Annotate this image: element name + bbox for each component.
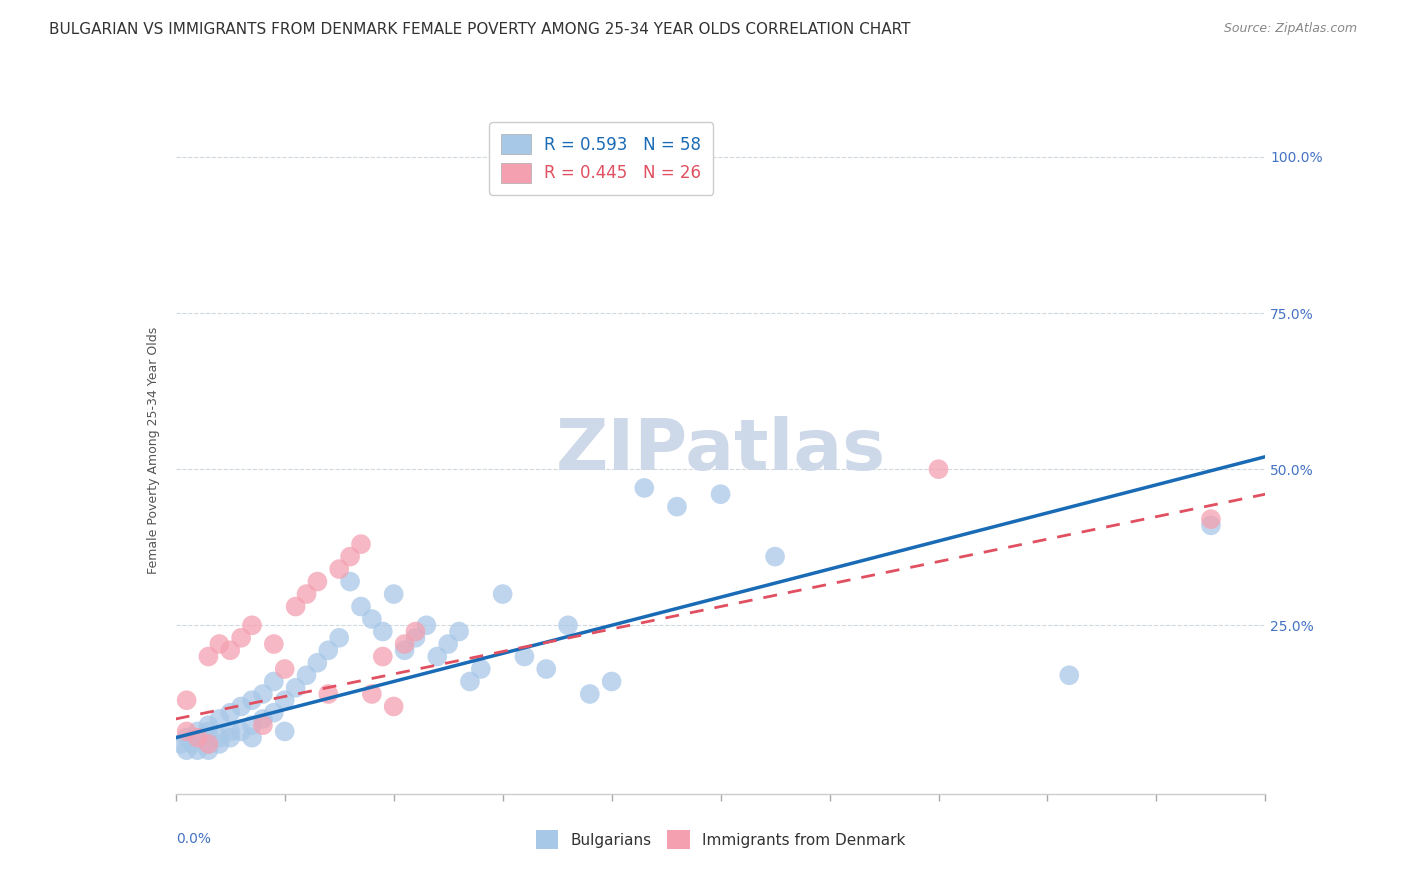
Point [186, 743, 209, 757]
Point [307, 656, 329, 670]
Point [666, 500, 689, 514]
Point [415, 618, 437, 632]
Point [360, 612, 382, 626]
Point [360, 687, 382, 701]
Point [633, 481, 655, 495]
Point [579, 687, 602, 701]
Point [208, 737, 231, 751]
Point [252, 712, 274, 726]
Point [382, 699, 405, 714]
Point [928, 462, 950, 476]
Point [426, 649, 449, 664]
Point [208, 712, 231, 726]
Point [240, 718, 263, 732]
Point [197, 718, 219, 732]
Point [240, 618, 263, 632]
Point [382, 587, 405, 601]
Point [197, 743, 219, 757]
Point [181, 737, 204, 751]
Point [1057, 668, 1080, 682]
Point [405, 631, 427, 645]
Point [176, 724, 198, 739]
Legend: Bulgarians, Immigrants from Denmark: Bulgarians, Immigrants from Denmark [530, 824, 911, 855]
Point [513, 649, 536, 664]
Point [458, 674, 481, 689]
Text: ZIPatlas: ZIPatlas [555, 416, 886, 485]
Point [176, 731, 198, 745]
Point [231, 724, 253, 739]
Point [176, 743, 198, 757]
Point [534, 662, 557, 676]
Point [176, 693, 198, 707]
Point [1199, 512, 1222, 526]
Point [197, 737, 219, 751]
Point [219, 731, 242, 745]
Point [350, 537, 373, 551]
Text: Source: ZipAtlas.com: Source: ZipAtlas.com [1223, 22, 1357, 36]
Point [208, 637, 231, 651]
Point [263, 637, 285, 651]
Point [240, 731, 263, 745]
Point [447, 624, 470, 639]
Point [219, 706, 242, 720]
Point [252, 718, 274, 732]
Point [339, 549, 361, 564]
Point [350, 599, 373, 614]
Point [197, 737, 219, 751]
Point [371, 624, 394, 639]
Point [284, 681, 307, 695]
Point [318, 687, 340, 701]
Point [274, 724, 297, 739]
Point [186, 731, 209, 745]
Point [208, 731, 231, 745]
Point [763, 549, 786, 564]
Point [252, 687, 274, 701]
Point [186, 724, 209, 739]
Text: BULGARIAN VS IMMIGRANTS FROM DENMARK FEMALE POVERTY AMONG 25-34 YEAR OLDS CORREL: BULGARIAN VS IMMIGRANTS FROM DENMARK FEM… [49, 22, 911, 37]
Point [371, 649, 394, 664]
Point [197, 649, 219, 664]
Point [274, 662, 297, 676]
Point [437, 637, 460, 651]
Point [197, 724, 219, 739]
Point [470, 662, 492, 676]
Point [219, 643, 242, 657]
Point [339, 574, 361, 589]
Point [600, 674, 623, 689]
Point [557, 618, 579, 632]
Point [405, 624, 427, 639]
Point [274, 693, 297, 707]
Point [328, 562, 350, 576]
Point [219, 724, 242, 739]
Point [231, 631, 253, 645]
Point [492, 587, 515, 601]
Point [170, 737, 193, 751]
Point [394, 643, 416, 657]
Point [186, 731, 209, 745]
Point [307, 574, 329, 589]
Point [240, 693, 263, 707]
Point [318, 643, 340, 657]
Point [394, 637, 416, 651]
Point [710, 487, 733, 501]
Point [263, 706, 285, 720]
Point [295, 587, 318, 601]
Point [295, 668, 318, 682]
Point [231, 699, 253, 714]
Point [328, 631, 350, 645]
Point [263, 674, 285, 689]
Point [1199, 518, 1222, 533]
Point [284, 599, 307, 614]
Text: 0.0%: 0.0% [176, 831, 211, 846]
Y-axis label: Female Poverty Among 25-34 Year Olds: Female Poverty Among 25-34 Year Olds [146, 326, 160, 574]
